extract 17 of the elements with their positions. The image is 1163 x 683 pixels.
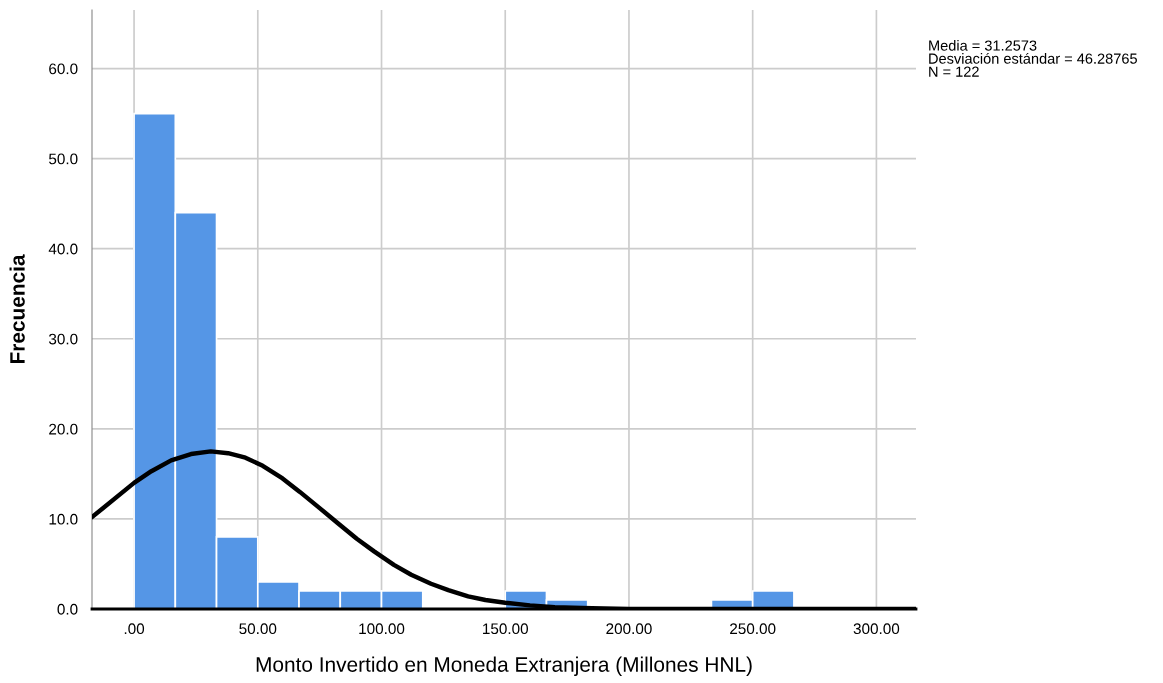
y-tick-label: 0.0	[57, 603, 78, 615]
x-tick-label: 50.00	[239, 623, 277, 635]
x-tick-label: 200.00	[606, 623, 652, 635]
y-tick-label: 30.0	[48, 333, 78, 345]
x-axis-title: Monto Invertido en Moneda Extranjera (Millones HNL)	[256, 656, 752, 676]
x-tick-label: 250.00	[730, 623, 776, 635]
x-tick-label: 300.00	[853, 623, 900, 635]
x-tick-label: 150.00	[483, 623, 529, 635]
y-axis-title: Frecuencia	[9, 254, 25, 364]
y-tick-label: 40.0	[48, 243, 78, 255]
y-tick-label: 50.0	[48, 153, 78, 165]
y-tick-label: 20.0	[49, 423, 78, 435]
y-tick-label: 10.0	[49, 513, 78, 525]
x-tick-label: .00	[124, 623, 145, 635]
y-tick-label: 60.0	[49, 63, 78, 75]
text: Media = 31.2573 Desviación estándar = 46.28765 N = 122	[929, 40, 1137, 77]
x-tick-label: 100.00	[359, 623, 405, 635]
